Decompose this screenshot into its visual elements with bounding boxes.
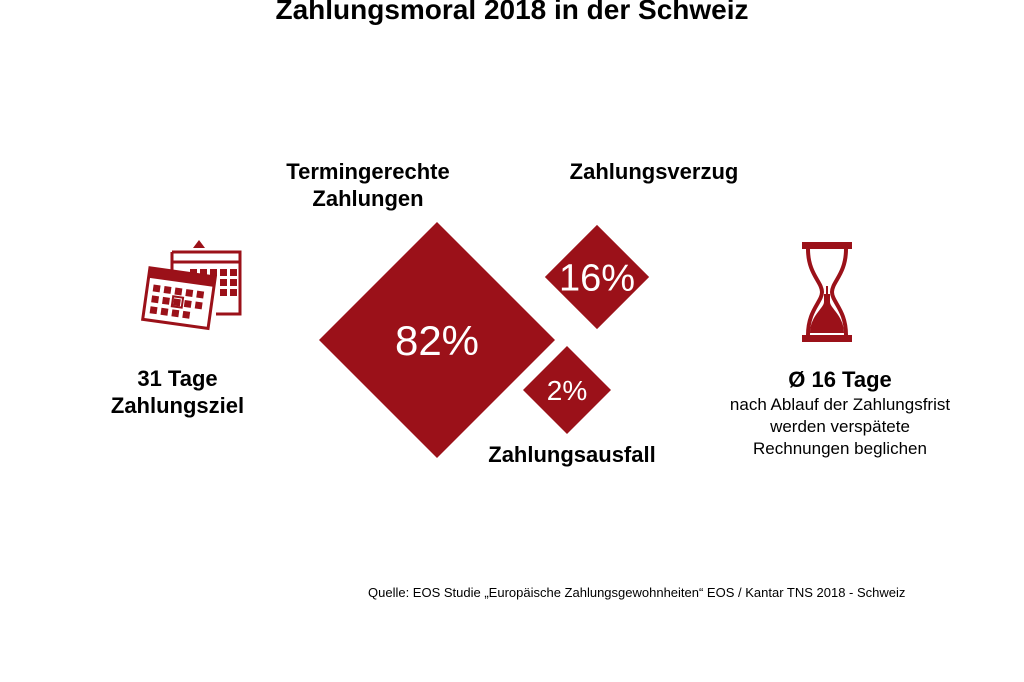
delay-description-line: Rechnungen beglichen — [753, 439, 927, 458]
diamond-value-label: 16% — [559, 258, 635, 300]
diamond-mark — [544, 224, 650, 330]
delay-description-line: nach Ablauf der Zahlungsfrist — [729, 395, 951, 414]
category-label-line: Zahlungsverzug — [569, 159, 739, 184]
source-note: Quelle: EOS Studie „Europäische Zahlungs… — [368, 585, 906, 600]
category-label-verzug: Zahlungsverzug — [544, 158, 764, 185]
calendar-icon — [140, 240, 242, 331]
category-label-ausfall: Zahlungsausfall — [462, 441, 682, 468]
category-label-line: Zahlungsausfall — [488, 442, 656, 467]
page-title: Zahlungsmoral 2018 in der Schweiz — [275, 0, 749, 25]
delay-value: Ø 16 Tage — [788, 367, 892, 392]
payment-term-value: 31 Tage — [137, 366, 218, 391]
category-label-line: Zahlungen — [312, 186, 424, 211]
diamond-value-label: 2% — [547, 375, 587, 406]
payment-term-block: 31 Tage Zahlungsziel — [90, 365, 265, 419]
diamond-mark — [523, 346, 611, 434]
delay-description-line: werden verspätete — [770, 417, 910, 436]
category-label-line: Termingerechte — [286, 159, 450, 184]
diamond-value-label: 82% — [395, 317, 479, 364]
category-label-termingerecht: Termingerechte Zahlungen — [268, 158, 468, 212]
payment-term-label: Zahlungsziel — [110, 393, 245, 418]
diamond-mark — [319, 222, 555, 458]
hourglass-icon — [802, 242, 852, 342]
delay-description: nach Ablauf der Zahlungsfrist werden ver… — [690, 394, 990, 460]
